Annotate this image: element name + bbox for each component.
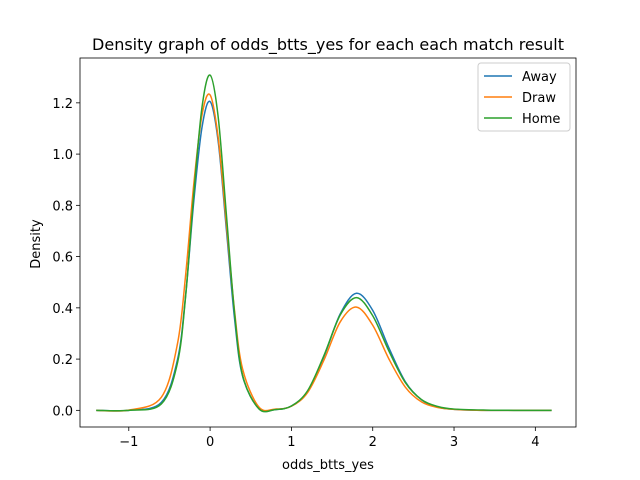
y-tick-label: 0.2: [52, 353, 73, 368]
x-axis-label: odds_btts_yes: [282, 458, 374, 473]
chart-title: Density graph of odds_btts_yes for each …: [92, 35, 564, 55]
y-tick-label: 0.0: [52, 404, 73, 419]
legend-label-away: Away: [522, 70, 557, 85]
axes-layer: −1 0 1 2 3 4 0.0 0.2 0.4 0.6 0.8 1.0 1.2: [52, 57, 577, 450]
legend: Away Draw Home: [477, 62, 571, 132]
x-tick-label: −1: [119, 435, 138, 450]
y-tick-label: 1.0: [52, 148, 73, 163]
y-tick-label: 0.6: [52, 251, 73, 266]
legend-label-home: Home: [522, 112, 560, 127]
x-tick-label: 2: [369, 435, 377, 450]
x-tick-label: 4: [531, 435, 539, 450]
y-axis-label: Density: [29, 219, 44, 269]
plot-frame: [79, 57, 577, 428]
x-tick-label: 3: [450, 435, 458, 450]
x-tick-label: 0: [206, 435, 214, 450]
legend-box: [477, 62, 571, 132]
y-tick-label: 1.2: [52, 97, 73, 112]
y-tick-label: 0.4: [52, 302, 73, 317]
y-tick-label: 0.8: [52, 199, 73, 214]
series-layer: [96, 74, 552, 413]
series-line-home: [96, 74, 552, 413]
legend-label-draw: Draw: [522, 91, 556, 106]
x-tick-label: 1: [287, 435, 295, 450]
